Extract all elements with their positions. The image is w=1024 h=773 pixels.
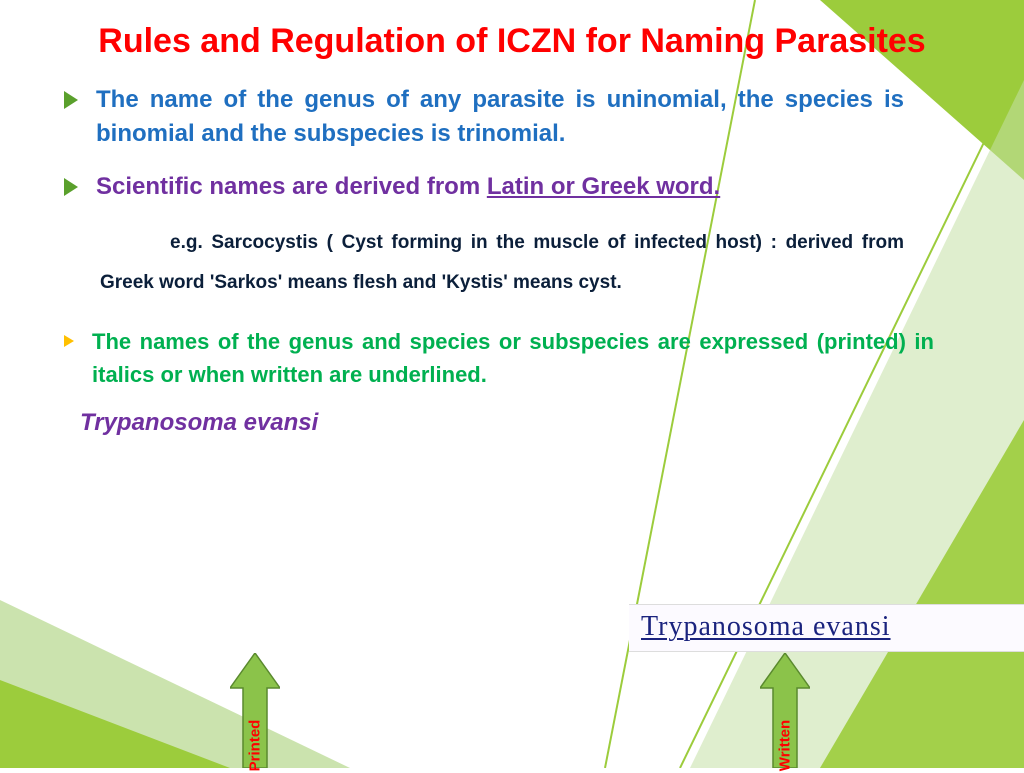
bullet-text-1: The name of the genus of any parasite is… [96, 83, 964, 153]
handwritten-example-box: Trypanosoma evansi [629, 604, 1024, 652]
bg-triangle-bottomleft2 [0, 680, 230, 768]
bg-triangle-bottomright [820, 420, 1024, 768]
bullet-text-2: Scientific names are derived from Latin … [96, 170, 964, 205]
bullet-item-1: The name of the genus of any parasite is… [60, 83, 964, 153]
slide-title: Rules and Regulation of ICZN for Naming … [60, 20, 964, 63]
bullet-2-underlined: Latin or Greek word. [487, 173, 720, 200]
arrow-printed: Printed [230, 653, 280, 768]
arrow-written: Written [760, 653, 810, 768]
handwritten-example-text: Trypanosoma evansi [641, 611, 891, 642]
bullet-marker-icon [64, 91, 78, 109]
arrow-label-printed: Printed [247, 720, 264, 772]
arrow-label-written: Written [777, 720, 794, 771]
bg-triangle-bottomleft [0, 600, 350, 768]
bullet-item-2: Scientific names are derived from Latin … [60, 170, 964, 205]
printed-example-text: Trypanosoma evansi [80, 409, 964, 437]
bullet-item-3: The names of the genus and species or su… [60, 325, 964, 391]
example-paragraph: e.g. Sarcocystis ( Cyst forming in the m… [100, 223, 964, 303]
bullet-marker-icon [64, 178, 78, 196]
bullet-marker-icon [64, 335, 74, 347]
bullet-2-prefix: Scientific names are derived from [96, 173, 487, 200]
bullet-text-3: The names of the genus and species or su… [92, 325, 964, 391]
